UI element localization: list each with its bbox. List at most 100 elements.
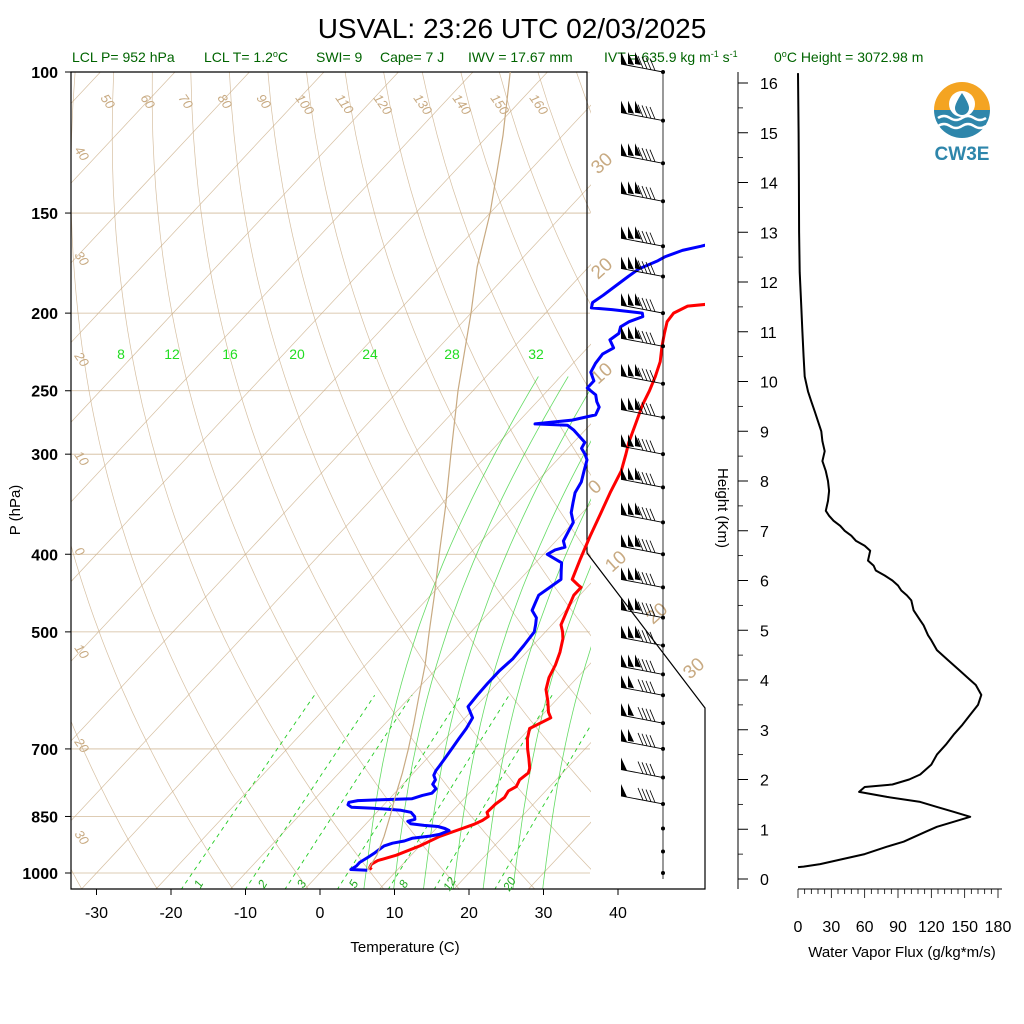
wind-barb-line [645, 57, 652, 70]
temperature-line [368, 302, 705, 871]
mixing-ratio-line [387, 695, 510, 889]
wind-barb-staff [620, 578, 664, 588]
wind-flag [635, 256, 641, 270]
wind-barb-staff [620, 337, 664, 347]
wind-barb [620, 143, 665, 166]
mixing-ratio-top-label: 12 [164, 346, 180, 362]
wind-barb-dot [661, 585, 665, 590]
isotherm-line [71, 72, 325, 344]
isotherm-line [71, 72, 250, 264]
wind-barb-line [645, 762, 652, 776]
wind-flag [628, 363, 634, 377]
wind-barb [620, 363, 665, 386]
wind-flag [628, 675, 634, 689]
wind-barb [620, 703, 665, 726]
wind-flag [621, 502, 627, 516]
isotherm-line [71, 72, 101, 104]
wind-barb-line [637, 401, 644, 414]
wind-barb-line [637, 506, 644, 519]
height-tick-label: 4 [760, 673, 769, 690]
wind-flag [628, 293, 634, 307]
wind-barb-line [641, 330, 648, 344]
wind-barb-line [649, 473, 656, 486]
wind-flag [621, 703, 627, 717]
wind-barb-staff [620, 192, 664, 202]
wind-barb-line [649, 232, 656, 245]
wind-barb-line [641, 707, 648, 721]
wind-barb-line [641, 185, 648, 199]
x-tick-label: 40 [609, 905, 627, 922]
wind-barb-line [637, 787, 644, 801]
wind-flag [635, 625, 641, 639]
x-tick-label: 10 [386, 905, 404, 922]
wind-flag [635, 181, 641, 195]
wind-barb-dot [661, 801, 665, 806]
wind-barb-staff [620, 63, 664, 73]
wind-flag [621, 434, 627, 448]
wind-flag [635, 467, 641, 481]
y-tick-label: 200 [31, 306, 58, 323]
mixing-ratio-top-label: 8 [117, 346, 125, 362]
wind-barb-staff [620, 445, 664, 455]
wind-flag [621, 675, 627, 689]
wind-barb-line [637, 296, 644, 310]
x-tick-label: -20 [159, 905, 182, 922]
wind-barb-staff [620, 375, 664, 385]
wind-barb [661, 871, 665, 875]
mixing-ratio-line [181, 695, 315, 889]
wind-barb-dot [661, 274, 665, 279]
wind-barb-line [649, 540, 656, 553]
wind-flag [628, 625, 634, 639]
isotherm-right-label: 20 [587, 254, 617, 284]
wind-barb-line [641, 230, 648, 244]
wind-barb-line [649, 508, 656, 521]
moist-adiabat-line [512, 564, 591, 889]
wind-barb-line [649, 369, 656, 383]
wind-barb-line [641, 438, 648, 452]
isotherm-left-label: 40 [72, 143, 93, 164]
wind-barb-line [649, 660, 656, 673]
wind-barb-line [637, 679, 644, 692]
wind-flag [621, 654, 627, 668]
wind-barb-line [645, 186, 652, 200]
wind-barb-line [649, 299, 656, 312]
wind-barb-staff [620, 409, 664, 418]
wind-flag [628, 434, 634, 448]
dry-adiabat-line [576, 72, 591, 114]
wind-flag [621, 226, 627, 240]
isotherm-line [71, 184, 591, 742]
dry-adiabat-label: 160 [527, 91, 552, 118]
isotherm-line [0, 72, 26, 890]
wind-barb [620, 52, 665, 74]
y-tick-label: 700 [31, 742, 58, 759]
wind-barb-line [649, 403, 656, 417]
wind-barb [620, 625, 665, 648]
wind-barb-staff [620, 545, 664, 555]
mixing-ratio-line [494, 723, 591, 889]
height-tick-label: 10 [760, 375, 778, 392]
wind-flag [621, 181, 627, 195]
dry-adiabat-line [421, 72, 591, 477]
wind-barb-line [649, 106, 656, 120]
wind-barb-dot [661, 693, 665, 698]
mixing-ratio-top-label: 16 [222, 346, 238, 362]
wind-barb-staff [620, 665, 664, 675]
parcel-line [367, 72, 511, 870]
wind-barb-dot [661, 161, 665, 166]
wind-barb-line [637, 55, 644, 69]
height-tick-label: 16 [760, 76, 778, 93]
wind-flag [635, 502, 641, 516]
wind-barb-line [645, 106, 652, 119]
lcl-temperature: LCL T= 1.2oC [204, 49, 288, 65]
wind-barb-line [649, 573, 656, 586]
wind-flag [621, 467, 627, 481]
dry-adiabat-label: 140 [450, 91, 475, 118]
height-tick-label: 5 [760, 623, 769, 640]
height-tick-label: 6 [760, 574, 769, 591]
height-tick-label: 15 [760, 126, 778, 143]
x-tick-label: 20 [460, 905, 478, 922]
wind-barb-line [649, 58, 656, 71]
subtitle: LCL P= 952 hPa LCL T= 1.2oC SWI= 9 Cape=… [72, 49, 923, 65]
